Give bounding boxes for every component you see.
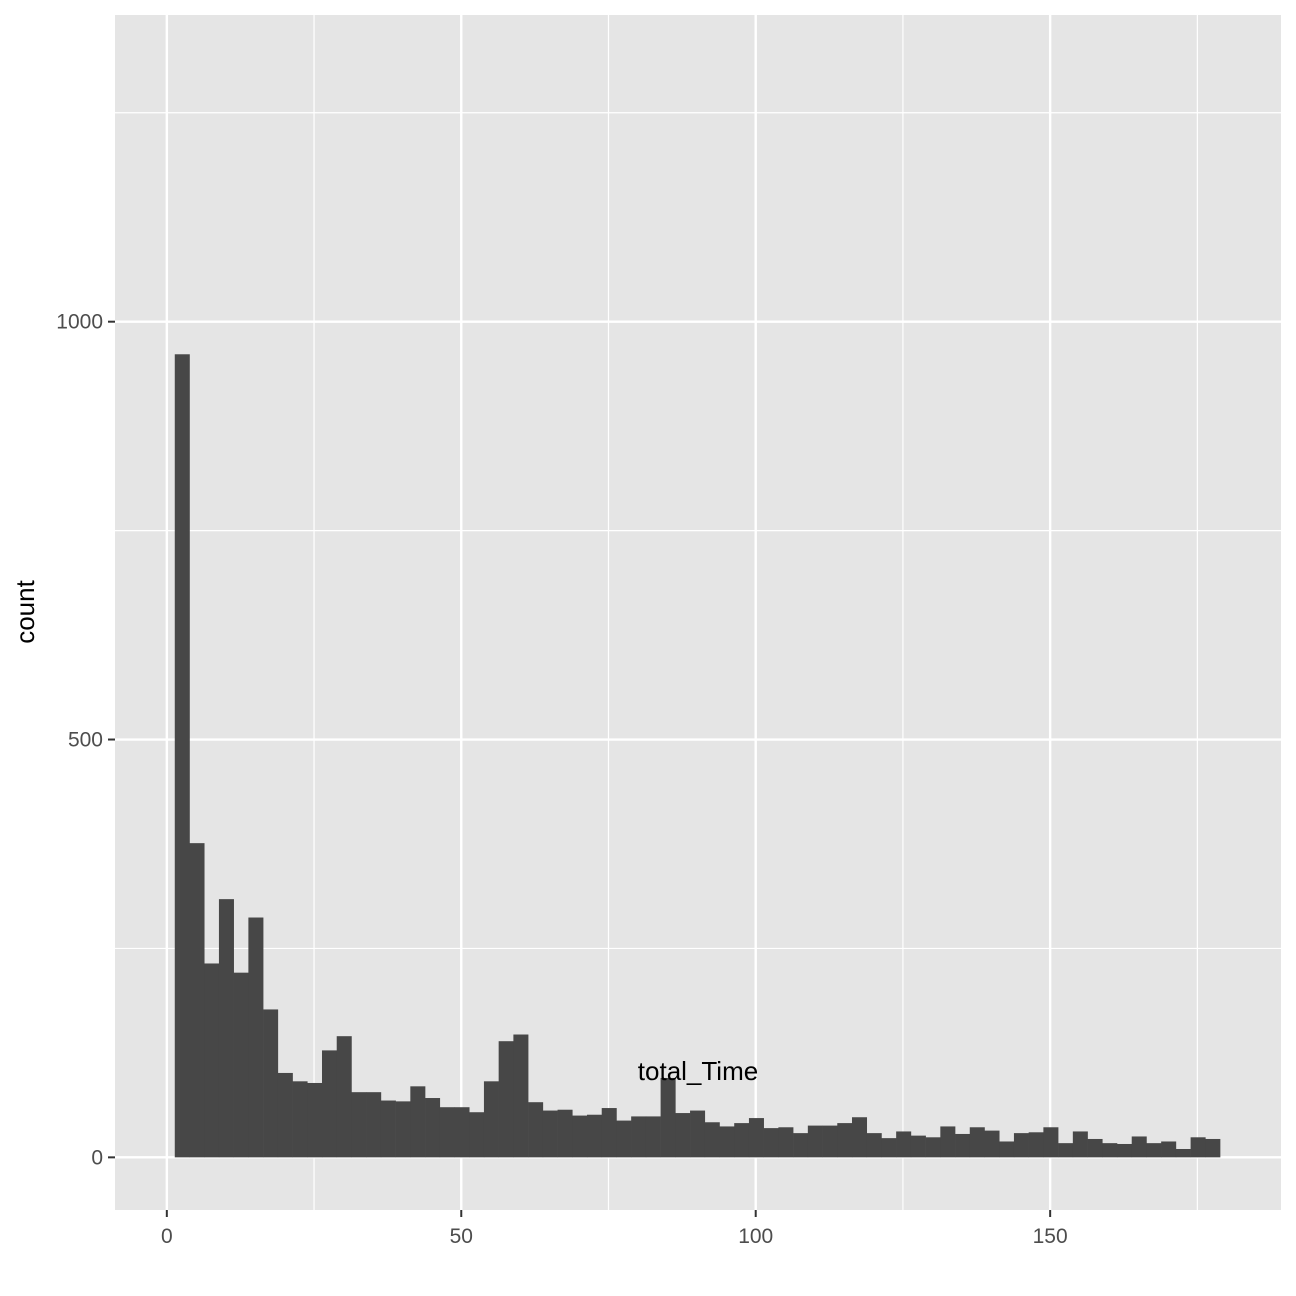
histogram-bar (910, 1135, 926, 1158)
x-tick-label: 50 (450, 1225, 473, 1248)
histogram-bar (1175, 1148, 1191, 1158)
histogram-bar (366, 1092, 382, 1158)
histogram-bar (984, 1130, 1000, 1158)
x-axis-label: total_Time (638, 1056, 758, 1086)
histogram-bar (999, 1141, 1015, 1158)
histogram-bar (277, 1072, 293, 1158)
histogram-bar (380, 1100, 396, 1158)
histogram-bar (395, 1101, 411, 1158)
x-tick-label: 150 (1033, 1225, 1068, 1248)
histogram-bar (469, 1112, 485, 1158)
x-tick-label: 0 (161, 1225, 173, 1248)
histogram-bar (292, 1081, 308, 1158)
histogram-bar (690, 1110, 706, 1158)
histogram-bar (1205, 1138, 1221, 1158)
histogram-bar (925, 1137, 941, 1158)
y-tick-label: 500 (68, 729, 103, 752)
histogram-bar (940, 1126, 956, 1158)
histogram-bar (307, 1082, 323, 1158)
histogram-bar (1058, 1143, 1074, 1158)
histogram-bar (321, 1050, 338, 1158)
histogram-bar (660, 1077, 676, 1158)
histogram-bar (1116, 1143, 1133, 1158)
histogram-bar (248, 917, 264, 1158)
histogram-bar (719, 1126, 735, 1158)
histogram-bar (1087, 1138, 1103, 1158)
histogram-bar (528, 1102, 544, 1158)
histogram-bar (483, 1081, 499, 1158)
histogram-bar (204, 963, 220, 1158)
histogram-bar (778, 1127, 794, 1158)
histogram-bar (866, 1133, 882, 1158)
histogram-bar (807, 1125, 823, 1158)
histogram-bar (1102, 1143, 1118, 1158)
histogram-bar (425, 1098, 441, 1158)
histogram-bar (881, 1138, 897, 1158)
histogram-bar (763, 1128, 779, 1158)
histogram-bar (351, 1092, 367, 1158)
histogram-bar (1072, 1131, 1088, 1158)
histogram-bar (233, 972, 249, 1158)
histogram-bar (513, 1034, 529, 1158)
bars (174, 354, 1221, 1158)
x-axis: 0 50 100 150 (161, 1210, 1068, 1248)
y-axis: 0 500 1000 (56, 311, 115, 1169)
histogram-bar (586, 1114, 603, 1158)
histogram-bar (1028, 1132, 1044, 1158)
histogram-bar (616, 1120, 632, 1158)
y-axis-label: count (10, 579, 40, 643)
histogram-bar (1161, 1141, 1177, 1158)
histogram-bar (439, 1107, 455, 1158)
histogram-bar (675, 1113, 691, 1158)
histogram-bar (1146, 1143, 1162, 1158)
histogram-bar (896, 1131, 912, 1158)
histogram-bar (793, 1133, 809, 1158)
histogram-bar (1190, 1137, 1206, 1158)
histogram-bar (969, 1127, 985, 1158)
histogram-bar (218, 899, 234, 1158)
histogram-bar (955, 1133, 971, 1158)
histogram-bar (1131, 1136, 1147, 1158)
histogram-bar (1013, 1133, 1029, 1158)
histogram-bar (454, 1107, 470, 1158)
histogram-bar (837, 1123, 853, 1158)
histogram-bar (410, 1086, 426, 1158)
histogram-bar (645, 1116, 661, 1158)
panel-background (115, 15, 1281, 1210)
histogram-bar (263, 1009, 279, 1158)
histogram-bar (851, 1117, 868, 1158)
histogram-bar (572, 1115, 588, 1158)
histogram-bar (542, 1110, 558, 1158)
y-tick-label: 0 (91, 1146, 103, 1169)
histogram-bar (748, 1118, 764, 1158)
x-tick-label: 100 (738, 1225, 773, 1248)
histogram-bar (1043, 1127, 1059, 1158)
histogram-bar (189, 843, 205, 1158)
minor-gridlines (115, 15, 1281, 1210)
histogram-bar (631, 1116, 647, 1158)
histogram-bar (498, 1041, 514, 1158)
histogram-bar (704, 1122, 720, 1158)
histogram-bar (601, 1108, 617, 1158)
histogram-bar (822, 1125, 838, 1158)
histogram-bar (336, 1036, 352, 1158)
histogram-bar (557, 1109, 573, 1158)
histogram-bar (734, 1123, 750, 1158)
y-tick-label: 1000 (56, 311, 103, 334)
histogram-bar (174, 354, 190, 1158)
